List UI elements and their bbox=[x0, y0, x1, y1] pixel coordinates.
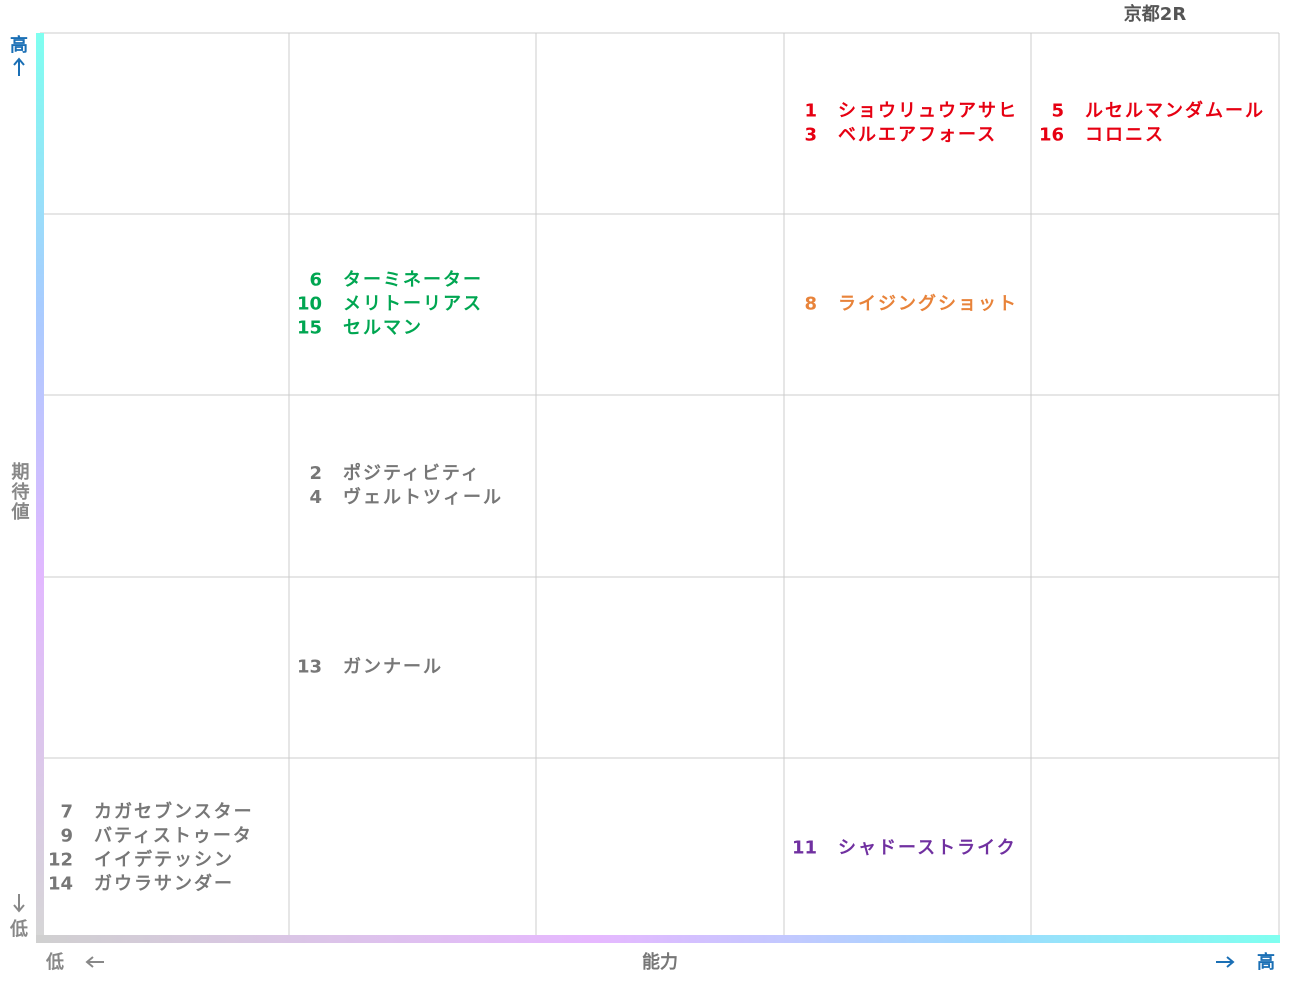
y-high-label: 高 bbox=[10, 34, 28, 56]
y-low-label: 低 bbox=[9, 918, 28, 940]
entry-number: 4 bbox=[309, 487, 322, 508]
entry-name: ターミネーター bbox=[343, 270, 483, 291]
entry-name: セルマン bbox=[343, 318, 423, 339]
entry-number: 9 bbox=[60, 826, 73, 847]
entry-name: シャドーストライク bbox=[838, 838, 1017, 859]
entry-number: 10 bbox=[297, 294, 322, 315]
entry-number: 14 bbox=[48, 874, 73, 895]
entry-name: バティストゥータ bbox=[94, 826, 253, 847]
entry-number: 7 bbox=[60, 802, 73, 823]
entry-name: カガセブンスター bbox=[94, 801, 254, 823]
arrow-left bbox=[85, 956, 104, 968]
arrow-right bbox=[1216, 956, 1235, 968]
entry-name: コロニス bbox=[1085, 125, 1165, 146]
entry-number: 8 bbox=[804, 294, 817, 315]
entry-name: ルセルマンダムール bbox=[1085, 100, 1265, 122]
arrow-down bbox=[13, 894, 25, 913]
entry-name: ガンナール bbox=[343, 657, 443, 678]
x-label: 能力 bbox=[642, 951, 678, 973]
x-axis-bar bbox=[36, 935, 1280, 943]
entry-name: ヴェルトツィール bbox=[343, 486, 503, 508]
entry-name: ライジングショット bbox=[838, 293, 1018, 315]
entry-number: 15 bbox=[297, 318, 322, 339]
entry-number: 11 bbox=[792, 838, 817, 859]
entry-name: ガウラサンダー bbox=[94, 873, 234, 895]
entry-name: ショウリュウアサヒ bbox=[838, 101, 1018, 122]
x-low-label: 低 bbox=[45, 951, 64, 973]
entry-number: 13 bbox=[297, 657, 322, 678]
entry-name: イイデテッシン bbox=[94, 849, 234, 871]
entry-number: 2 bbox=[309, 463, 322, 484]
entry-number: 5 bbox=[1051, 101, 1064, 122]
entry-number: 3 bbox=[804, 125, 817, 146]
arrow-up bbox=[13, 57, 25, 76]
y-axis-bar bbox=[36, 33, 44, 939]
y-label: 期待値 bbox=[9, 462, 31, 522]
entry-number: 6 bbox=[309, 270, 322, 291]
entry-number: 16 bbox=[1039, 125, 1064, 146]
title: 京都2R bbox=[1124, 3, 1187, 25]
entry-name: ベルエアフォース bbox=[838, 125, 997, 146]
entry-name: メリトーリアス bbox=[343, 294, 483, 315]
entry-name: ポジティビティ bbox=[343, 462, 481, 484]
x-high-label: 高 bbox=[1257, 951, 1275, 973]
entry-number: 1 bbox=[804, 101, 817, 122]
entry-number: 12 bbox=[48, 850, 73, 871]
